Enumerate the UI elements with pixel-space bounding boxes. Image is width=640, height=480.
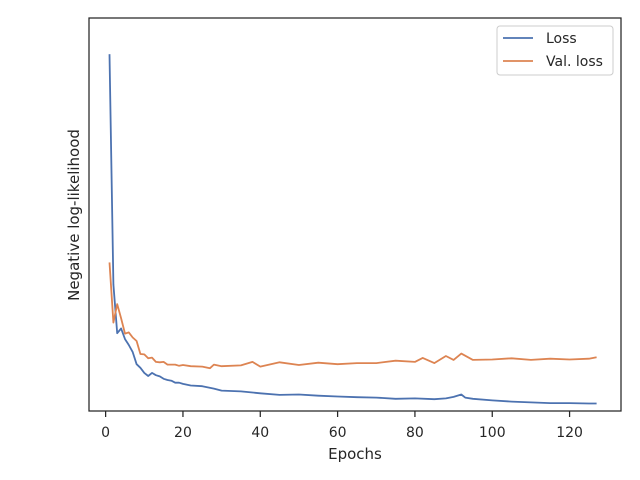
series-line-loss bbox=[108, 54, 597, 405]
x-tick-label: 0 bbox=[101, 425, 110, 441]
x-tick-label: 100 bbox=[479, 425, 506, 441]
legend-label-val-loss: Val. loss bbox=[546, 54, 603, 70]
legend: Loss Val. loss bbox=[496, 25, 614, 76]
x-tick-label: 40 bbox=[251, 425, 269, 441]
plot-frame bbox=[88, 17, 622, 412]
y-axis-label: Negative log-likelihood bbox=[65, 129, 83, 301]
x-tick-label: 20 bbox=[174, 425, 192, 441]
x-tick-label: 80 bbox=[406, 425, 424, 441]
plot-area bbox=[108, 54, 597, 405]
x-tick-label: 60 bbox=[329, 425, 347, 441]
series-line-val-loss bbox=[108, 262, 597, 370]
x-axis-label: Epochs bbox=[328, 445, 382, 463]
x-axis: 0 20 40 60 80 100 120 bbox=[101, 411, 583, 441]
legend-label-loss: Loss bbox=[546, 31, 577, 47]
x-tick-label: 120 bbox=[556, 425, 583, 441]
